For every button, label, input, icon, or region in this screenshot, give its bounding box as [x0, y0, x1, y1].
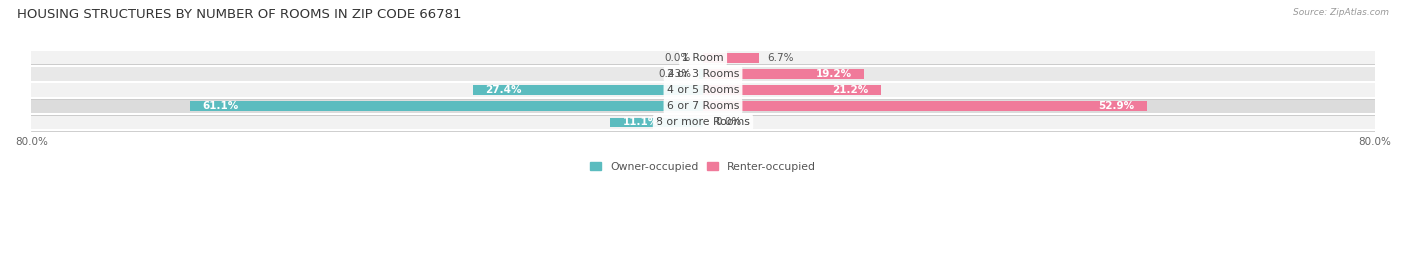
Legend: Owner-occupied, Renter-occupied: Owner-occupied, Renter-occupied [591, 162, 815, 172]
Bar [472, 85, 703, 95]
Bar [14, 83, 1392, 97]
Bar [190, 101, 703, 111]
Text: 2 or 3 Rooms: 2 or 3 Rooms [666, 69, 740, 79]
Bar [22, 51, 1384, 64]
Text: 11.1%: 11.1% [623, 117, 658, 128]
Bar [22, 67, 1384, 80]
Bar [14, 51, 1392, 65]
Text: 6.7%: 6.7% [768, 53, 794, 63]
Bar [14, 99, 1392, 113]
Text: 0.0%: 0.0% [664, 53, 690, 63]
Bar [14, 67, 1392, 81]
Text: 27.4%: 27.4% [485, 85, 522, 95]
Text: HOUSING STRUCTURES BY NUMBER OF ROOMS IN ZIP CODE 66781: HOUSING STRUCTURES BY NUMBER OF ROOMS IN… [17, 8, 461, 21]
Bar [22, 100, 1384, 113]
Text: Source: ZipAtlas.com: Source: ZipAtlas.com [1294, 8, 1389, 17]
Text: 0.43%: 0.43% [658, 69, 690, 79]
Text: 61.1%: 61.1% [202, 101, 239, 111]
Bar [22, 83, 1384, 97]
Bar [22, 116, 1384, 129]
Bar [703, 69, 865, 79]
Bar [703, 85, 882, 95]
Text: 19.2%: 19.2% [815, 69, 852, 79]
Bar [699, 69, 703, 79]
Text: 6 or 7 Rooms: 6 or 7 Rooms [666, 101, 740, 111]
Text: 21.2%: 21.2% [832, 85, 869, 95]
Text: 4 or 5 Rooms: 4 or 5 Rooms [666, 85, 740, 95]
Text: 1 Room: 1 Room [682, 53, 724, 63]
Text: 0.0%: 0.0% [716, 117, 742, 128]
Bar [14, 115, 1392, 129]
Bar [703, 101, 1147, 111]
Text: 8 or more Rooms: 8 or more Rooms [657, 117, 749, 128]
Bar [703, 53, 759, 63]
Text: 52.9%: 52.9% [1098, 101, 1135, 111]
Bar [610, 118, 703, 127]
